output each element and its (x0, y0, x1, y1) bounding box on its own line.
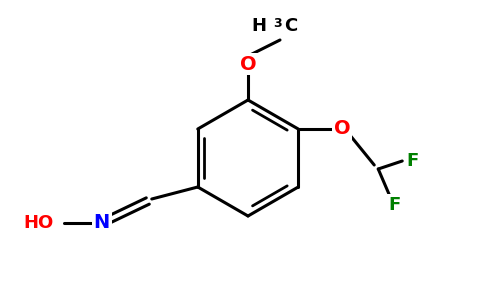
Text: N: N (93, 214, 110, 232)
Text: O: O (334, 119, 350, 139)
Text: F: F (388, 196, 400, 214)
Text: C: C (284, 17, 297, 35)
Text: H: H (251, 17, 266, 35)
Text: F: F (406, 152, 418, 170)
Text: HO: HO (24, 214, 54, 232)
Text: O: O (240, 55, 257, 74)
Text: 3: 3 (273, 17, 282, 30)
